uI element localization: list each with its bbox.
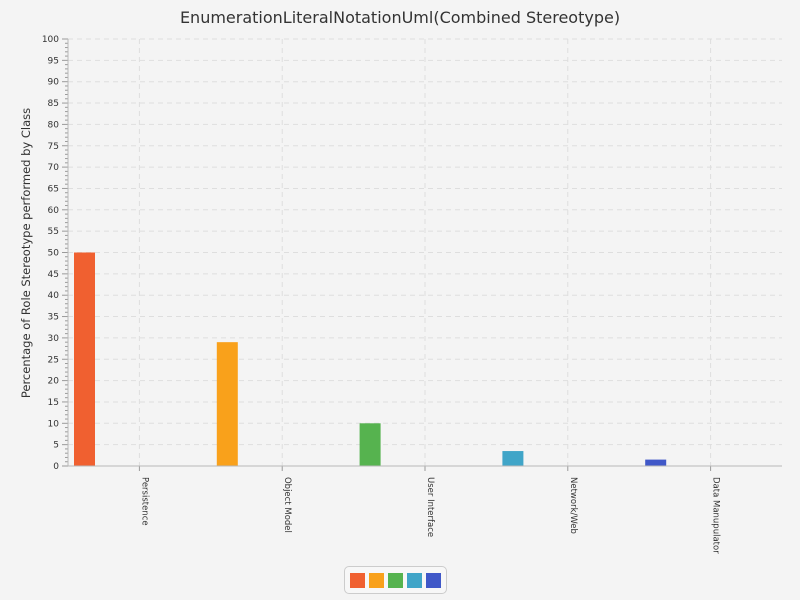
legend-swatch-1 — [350, 572, 365, 588]
y-tick-label: 10 — [48, 419, 60, 429]
grid-lines — [68, 38, 782, 466]
y-tick-label: 80 — [48, 120, 60, 130]
x-category-label: Object Model — [282, 477, 292, 533]
legend — [344, 566, 447, 594]
y-tick-label: 20 — [48, 377, 60, 387]
chart-title: EnumerationLiteralNotationUml(Combined S… — [180, 8, 620, 27]
y-tick-label: 90 — [48, 78, 60, 88]
bar-user-interface — [359, 423, 381, 466]
y-tick-label: 85 — [48, 99, 59, 109]
y-tick-label: 65 — [48, 184, 59, 194]
y-tick-label: 40 — [48, 291, 60, 301]
y-tick-label: 35 — [48, 313, 59, 323]
y-tick-label: 5 — [53, 441, 59, 451]
y-tick-label: 15 — [48, 398, 59, 408]
x-category-label: Persistence — [139, 477, 149, 526]
y-axis-ticks: 0 5 10 15 20 25 30 35 40 45 50 55 60 65 70 75 80 85 90 95 10… — [42, 35, 68, 472]
bar-object-model — [216, 342, 238, 466]
y-tick-label: 30 — [48, 334, 60, 344]
y-tick-label: 50 — [48, 249, 60, 259]
y-tick-label: 45 — [48, 270, 59, 280]
legend-swatch-3 — [388, 572, 403, 588]
bars — [74, 252, 667, 466]
y-tick-label: 75 — [48, 142, 59, 152]
legend-swatch-2 — [369, 572, 384, 588]
y-tick-label: 100 — [42, 35, 59, 45]
y-axis-label: Percentage of Role Stereotype performed … — [19, 108, 33, 398]
legend-swatch-5 — [426, 572, 441, 588]
x-category-label: Data Manupulator — [711, 477, 721, 554]
y-tick-label: 0 — [53, 462, 59, 472]
x-category-label: Network/Web — [568, 477, 578, 534]
y-tick-label: 70 — [48, 163, 60, 173]
bar-persistence — [74, 252, 95, 466]
x-axis-categories: Persistence Object Model User Interface Net… — [138, 466, 721, 554]
legend-swatch-4 — [407, 572, 422, 588]
y-tick-label: 60 — [48, 206, 60, 216]
bar-data-manupulator — [645, 459, 667, 466]
x-category-label: User Interface — [425, 477, 435, 537]
bar-network-web — [502, 451, 524, 466]
y-tick-label: 25 — [48, 355, 59, 365]
y-tick-label: 55 — [48, 227, 59, 237]
y-tick-label: 95 — [48, 56, 59, 66]
